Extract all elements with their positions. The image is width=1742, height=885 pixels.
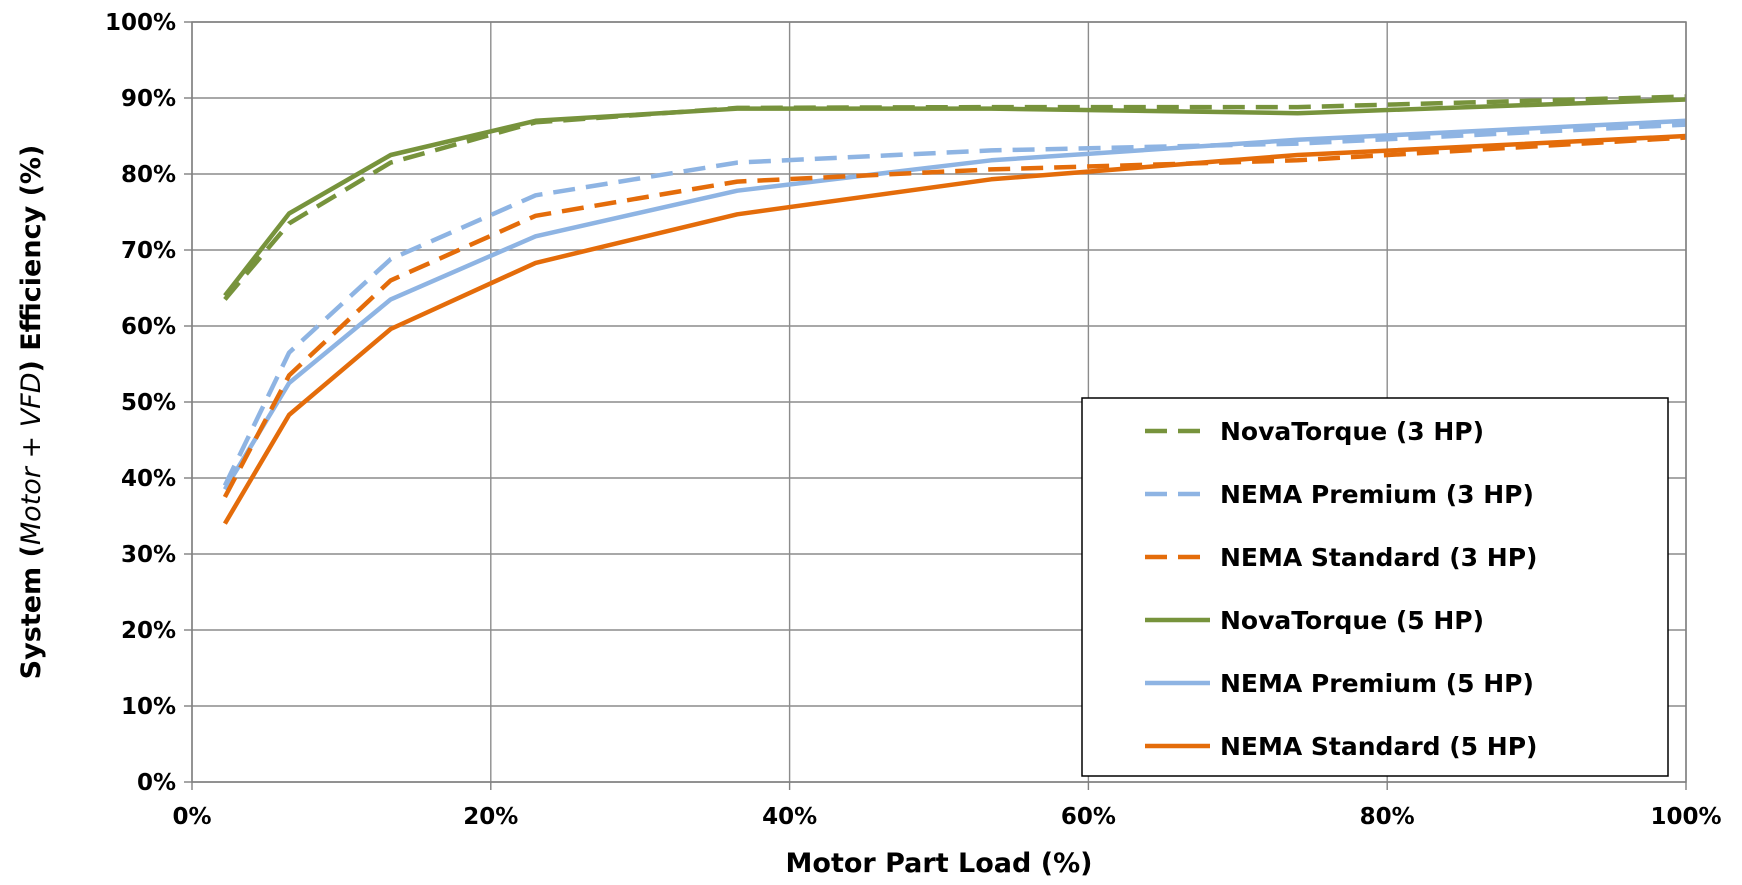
y-tick-label: 100% — [105, 10, 176, 36]
y-axis-title-prefix: System ( — [16, 545, 47, 679]
legend-box — [1081, 397, 1669, 777]
y-tick-label: 50% — [121, 390, 176, 416]
series-lines — [222, 94, 1687, 525]
legend-label: NEMA Standard (5 HP) — [1220, 732, 1537, 761]
legend-label: NEMA Standard (3 HP) — [1220, 543, 1537, 572]
legend-label: NovaTorque (3 HP) — [1220, 417, 1484, 446]
y-tick-label: 40% — [121, 466, 176, 492]
y-axis-title: System (Motor + VFD) Efficiency (%) — [16, 145, 47, 680]
series-line-nema-premium-3-hp — [222, 122, 1687, 487]
y-tick-label: 30% — [121, 542, 176, 568]
x-tick-label: 20% — [463, 804, 518, 830]
y-tick-label: 60% — [121, 314, 176, 340]
y-tick-label: 70% — [121, 238, 176, 264]
y-tick-label: 20% — [121, 618, 176, 644]
x-tick-label: 80% — [1360, 804, 1415, 830]
y-axis-title-italic: Motor + VFD — [16, 373, 47, 546]
legend-label: NEMA Premium (3 HP) — [1220, 480, 1534, 509]
y-tick-label: 0% — [137, 770, 176, 796]
legend: NovaTorque (3 HP) NEMA Premium (3 HP) NEMA… — [1081, 397, 1669, 777]
y-tick-label: 10% — [121, 694, 176, 720]
series-line-novatorque-3-hp — [223, 94, 1687, 301]
y-axis-ticks: 0% 10% 20% 30% 40% 50% 60% 70% 80% 90% 100% — [105, 10, 192, 796]
y-tick-label: 80% — [121, 162, 176, 188]
x-tick-label: 0% — [172, 804, 211, 830]
x-tick-label: 100% — [1650, 804, 1721, 830]
series-line-nema-standard-3-hp — [222, 135, 1687, 499]
y-axis-title-suffix: ) Efficiency (%) — [16, 145, 47, 373]
x-axis-title: Motor Part Load (%) — [786, 848, 1093, 879]
legend-label: NEMA Premium (5 HP) — [1220, 669, 1534, 698]
x-tick-label: 40% — [762, 804, 817, 830]
series-line-nema-standard-5-hp — [222, 133, 1687, 525]
legend-label: NovaTorque (5 HP) — [1220, 606, 1484, 635]
x-tick-label: 60% — [1061, 804, 1116, 830]
y-tick-label: 90% — [121, 86, 176, 112]
x-axis-ticks: 0% 20% 40% 60% 80% 100% — [172, 782, 1722, 830]
